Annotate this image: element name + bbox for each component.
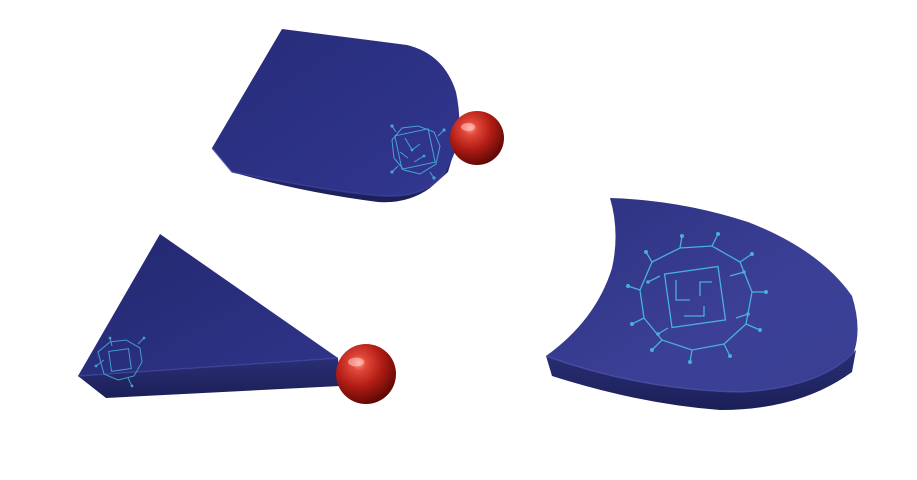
red-sphere: [336, 344, 396, 404]
rounded-wedge-top: [212, 29, 460, 196]
concave-shield-block: [545, 198, 858, 410]
rounded-wedge-edge: [211, 147, 447, 197]
concave-shield-edge: [545, 351, 855, 393]
concave-shield-top: [546, 198, 858, 392]
circuit-pattern: [95, 337, 145, 387]
rounded-wedge-block: [211, 29, 504, 203]
triangular-wedge-top: [78, 234, 338, 376]
concave-shield-side: [546, 350, 856, 410]
red-sphere: [450, 111, 504, 165]
triangular-wedge-edge: [77, 357, 339, 377]
triangular-wedge-block: [77, 234, 396, 404]
circuit-pattern: [627, 233, 766, 363]
triangular-wedge-side: [78, 358, 340, 398]
